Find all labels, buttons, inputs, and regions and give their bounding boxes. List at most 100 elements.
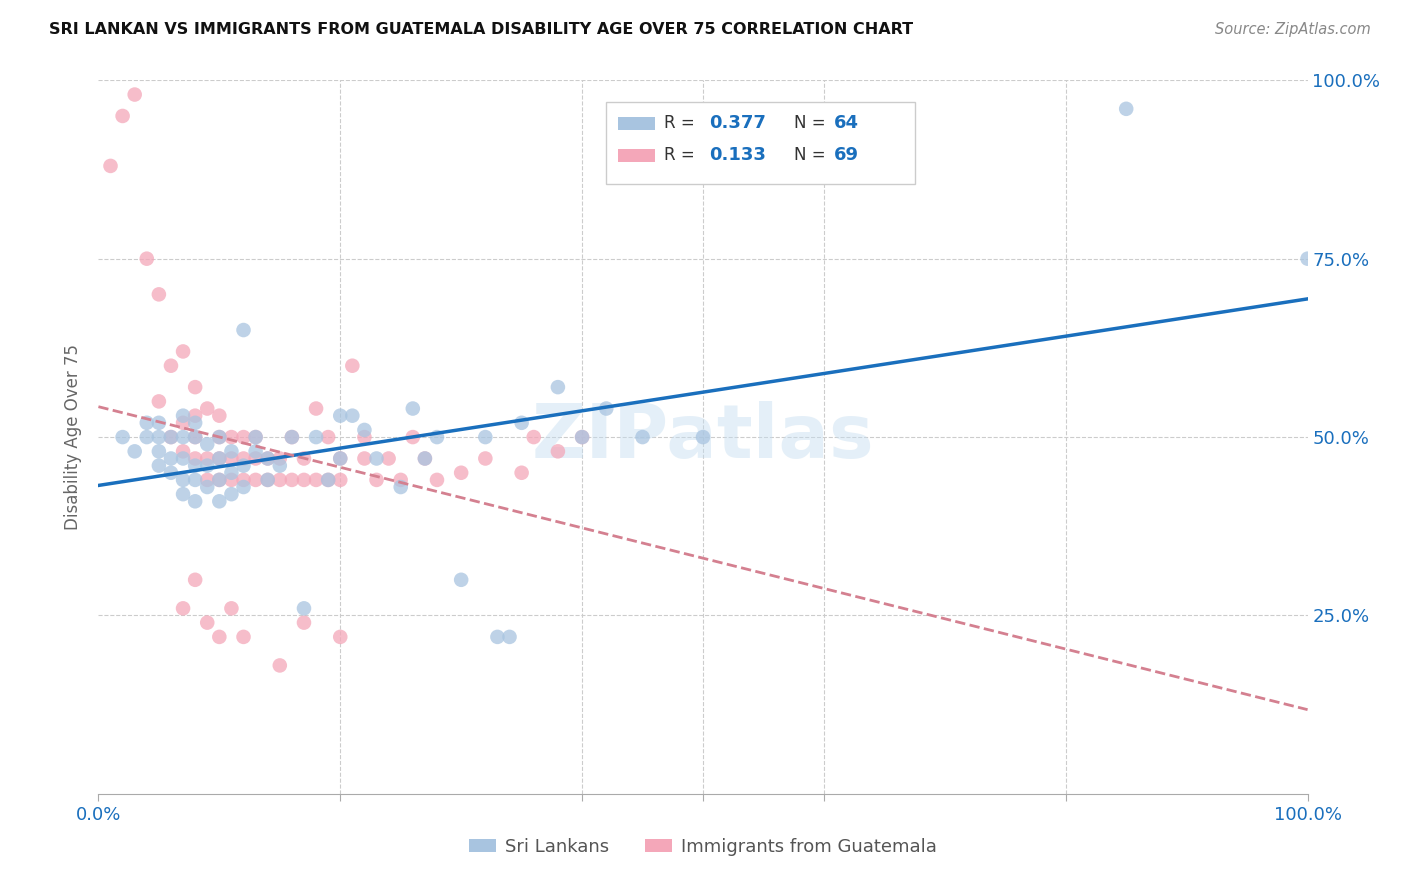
Point	[474, 430, 496, 444]
Point	[316, 473, 339, 487]
Point	[208, 473, 231, 487]
Point	[245, 430, 267, 444]
Point	[135, 430, 157, 444]
Point	[631, 430, 654, 444]
Point	[100, 159, 122, 173]
Point	[195, 615, 218, 630]
Point	[329, 630, 352, 644]
Point	[547, 444, 569, 458]
Point	[124, 87, 146, 102]
Point	[316, 473, 339, 487]
Point	[160, 359, 183, 373]
Point	[486, 630, 509, 644]
Point	[172, 601, 194, 615]
Text: 69: 69	[834, 146, 859, 164]
Point	[353, 423, 375, 437]
Point	[329, 451, 352, 466]
Point	[245, 473, 267, 487]
Point	[221, 444, 243, 458]
Point	[111, 430, 134, 444]
Point	[1296, 252, 1319, 266]
Point	[389, 473, 412, 487]
Point	[172, 451, 194, 466]
Point	[160, 430, 183, 444]
Point	[316, 430, 339, 444]
Point	[184, 380, 207, 394]
Point	[571, 430, 593, 444]
Point	[195, 480, 218, 494]
Text: 0.133: 0.133	[709, 146, 766, 164]
FancyBboxPatch shape	[606, 102, 915, 184]
Point	[292, 615, 315, 630]
Point	[389, 480, 412, 494]
Point	[366, 451, 388, 466]
Text: 0.377: 0.377	[709, 114, 766, 132]
Point	[1115, 102, 1137, 116]
Point	[160, 430, 183, 444]
Point	[342, 409, 364, 423]
Point	[208, 430, 231, 444]
Point	[305, 401, 328, 416]
Point	[510, 416, 533, 430]
Point	[342, 359, 364, 373]
Point	[148, 416, 170, 430]
Point	[329, 409, 352, 423]
Point	[208, 409, 231, 423]
Point	[269, 451, 291, 466]
Point	[172, 409, 194, 423]
Point	[281, 430, 304, 444]
Point	[292, 451, 315, 466]
Point	[124, 444, 146, 458]
Point	[510, 466, 533, 480]
Point	[256, 451, 278, 466]
Point	[232, 480, 254, 494]
Point	[208, 451, 231, 466]
Point	[160, 466, 183, 480]
Text: R =: R =	[664, 146, 700, 164]
FancyBboxPatch shape	[619, 149, 655, 161]
Point	[292, 601, 315, 615]
Point	[208, 451, 231, 466]
Point	[269, 473, 291, 487]
Point	[450, 466, 472, 480]
Point	[184, 458, 207, 473]
Point	[269, 658, 291, 673]
Point	[256, 451, 278, 466]
Point	[221, 466, 243, 480]
Point	[148, 394, 170, 409]
Point	[232, 458, 254, 473]
Point	[172, 430, 194, 444]
FancyBboxPatch shape	[619, 117, 655, 129]
Point	[269, 458, 291, 473]
Point	[305, 430, 328, 444]
Point	[232, 630, 254, 644]
Point	[232, 430, 254, 444]
Point	[148, 287, 170, 301]
Point	[195, 437, 218, 451]
Y-axis label: Disability Age Over 75: Disability Age Over 75	[65, 344, 83, 530]
Point	[692, 430, 714, 444]
Point	[195, 458, 218, 473]
Point	[329, 473, 352, 487]
Point	[172, 473, 194, 487]
Point	[571, 430, 593, 444]
Point	[111, 109, 134, 123]
Text: Source: ZipAtlas.com: Source: ZipAtlas.com	[1215, 22, 1371, 37]
Text: ZIPatlas: ZIPatlas	[531, 401, 875, 474]
Point	[281, 473, 304, 487]
Point	[184, 494, 207, 508]
Point	[184, 416, 207, 430]
Point	[221, 473, 243, 487]
Text: SRI LANKAN VS IMMIGRANTS FROM GUATEMALA DISABILITY AGE OVER 75 CORRELATION CHART: SRI LANKAN VS IMMIGRANTS FROM GUATEMALA …	[49, 22, 914, 37]
Point	[256, 473, 278, 487]
Point	[184, 430, 207, 444]
Point	[221, 487, 243, 501]
Point	[208, 630, 231, 644]
Point	[366, 473, 388, 487]
Point	[245, 430, 267, 444]
Point	[195, 401, 218, 416]
Text: N =: N =	[793, 146, 831, 164]
Point	[148, 444, 170, 458]
Point	[595, 401, 617, 416]
Point	[195, 451, 218, 466]
